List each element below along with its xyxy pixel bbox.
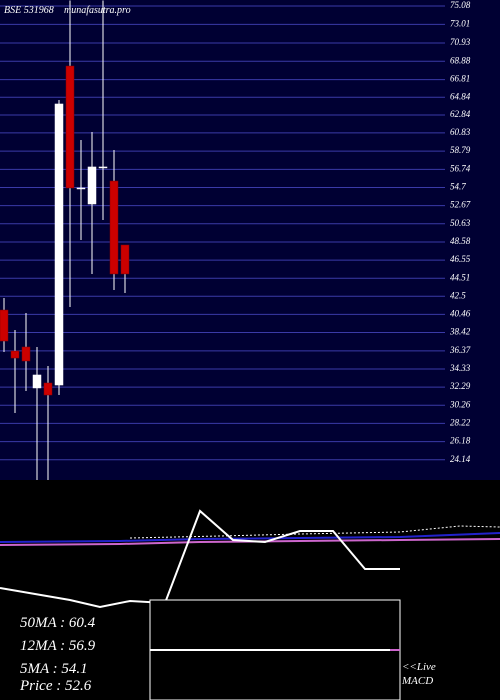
y-tick-label: 58.79: [450, 145, 471, 155]
y-tick-label: 70.93: [450, 37, 471, 47]
y-tick-label: 64.84: [450, 91, 471, 101]
ma-line: [129, 525, 500, 539]
candle-body: [65, 65, 75, 189]
y-tick-label: 30.26: [449, 399, 471, 409]
y-tick-label: 28.22: [450, 417, 471, 427]
indicator: 12MA : 56.9: [20, 638, 96, 654]
candle-body: [98, 166, 108, 169]
macd-label: MACD: [401, 675, 433, 687]
y-tick-label: 42.5: [450, 290, 466, 300]
y-tick-label: 46.55: [450, 254, 471, 264]
live-link[interactable]: <<Live: [402, 661, 436, 673]
y-tick-label: 56.74: [450, 163, 471, 173]
volume-line: [0, 509, 400, 609]
y-tick-label: 34.33: [449, 363, 471, 373]
y-tick-label: 24.14: [450, 454, 471, 464]
y-tick-label: 36.37: [449, 345, 471, 355]
candle-body: [43, 382, 53, 396]
y-tick-label: 26.18: [450, 436, 471, 446]
candle-body: [32, 374, 42, 389]
y-tick-label: 44.51: [450, 272, 470, 282]
candle-body: [10, 350, 20, 359]
candle-body: [21, 346, 31, 362]
y-tick-label: 66.81: [450, 74, 470, 84]
y-tick-label: 60.83: [450, 127, 471, 137]
y-tick-label: 48.58: [450, 236, 471, 246]
candle-body: [87, 166, 97, 205]
ma-line: [0, 532, 500, 543]
candle-body: [76, 187, 86, 190]
candle-body: [54, 103, 64, 386]
chart-source: munafasutra.pro: [64, 5, 131, 16]
indicator: 5MA : 54.1: [20, 661, 88, 677]
y-tick-label: 38.42: [449, 327, 471, 337]
price-panel: [0, 0, 500, 480]
candle-body: [0, 309, 9, 342]
candle-body: [109, 180, 119, 275]
y-tick-label: 32.29: [449, 381, 471, 391]
y-tick-label: 75.08: [450, 0, 471, 10]
indicator: Price : 52.6: [19, 678, 92, 694]
y-tick-label: 52.67: [450, 200, 471, 210]
candle-body: [120, 244, 130, 275]
y-tick-label: 40.46: [450, 308, 471, 318]
y-tick-label: 68.88: [450, 55, 471, 65]
chart-title: BSE 531968: [4, 5, 54, 16]
y-tick-label: 62.84: [450, 109, 471, 119]
candles: [0, 0, 130, 480]
y-tick-label: 73.01: [450, 18, 470, 28]
y-tick-label: 54.7: [450, 182, 466, 192]
indicator: 50MA : 60.4: [20, 615, 96, 631]
y-tick-label: 50.63: [450, 218, 471, 228]
